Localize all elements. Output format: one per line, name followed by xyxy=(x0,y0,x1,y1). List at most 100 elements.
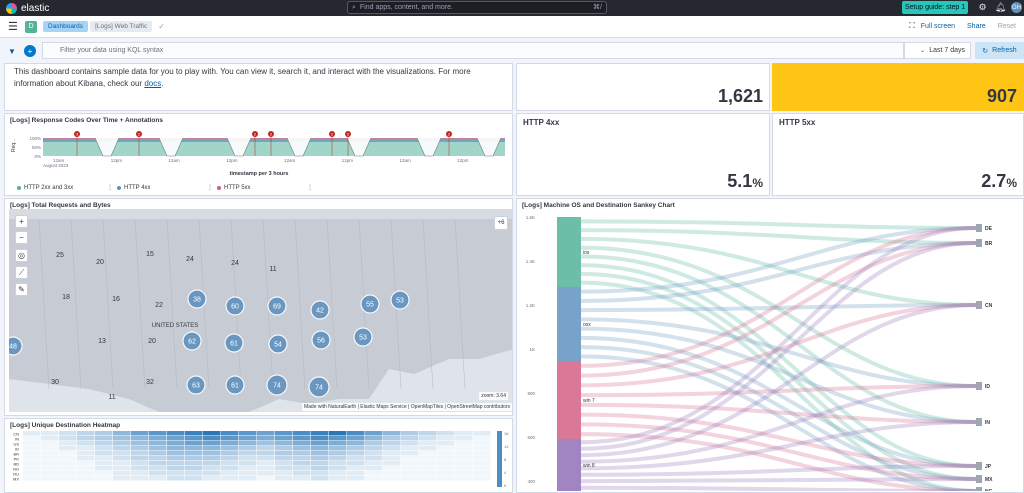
heatmap-cell[interactable] xyxy=(41,436,59,441)
heatmap-cell[interactable] xyxy=(203,431,221,436)
sankey-flow[interactable] xyxy=(580,241,977,303)
kql-query-input[interactable]: Filter your data using KQL syntax xyxy=(42,42,904,59)
notifications-icon[interactable]: 🔔︎ xyxy=(994,2,1007,12)
heatmap-cell[interactable] xyxy=(77,441,95,446)
heatmap-cell[interactable] xyxy=(257,456,275,461)
annotation-badge[interactable] xyxy=(136,131,142,137)
add-filter-button[interactable]: + xyxy=(24,45,36,57)
heatmap-cell[interactable] xyxy=(419,461,437,466)
sankey-flow[interactable] xyxy=(580,303,977,388)
heatmap-cell[interactable] xyxy=(401,471,419,476)
sankey-flow[interactable] xyxy=(580,228,977,245)
heatmap-cell[interactable] xyxy=(41,466,59,471)
heatmap-cell[interactable] xyxy=(311,431,329,436)
sankey-source-node[interactable] xyxy=(557,439,581,491)
heatmap-cell[interactable] xyxy=(221,466,239,471)
heatmap-cell[interactable] xyxy=(329,441,347,446)
more-icon[interactable]: ⋮ xyxy=(107,185,113,191)
legend-item[interactable]: HTTP 2xx and 3xx ⋮ xyxy=(17,184,117,191)
heatmap-cell[interactable] xyxy=(167,436,185,441)
sankey-flow[interactable] xyxy=(580,245,977,388)
sankey-flow[interactable] xyxy=(580,271,977,481)
heatmap-cell[interactable] xyxy=(329,466,347,471)
heatmap-cell[interactable] xyxy=(365,471,383,476)
breadcrumb-dashboards[interactable]: Dashboards xyxy=(43,21,89,32)
heatmap-cell[interactable] xyxy=(77,436,95,441)
heatmap-cell[interactable] xyxy=(257,446,275,451)
heatmap-cell[interactable] xyxy=(239,471,257,476)
heatmap-cell[interactable] xyxy=(311,451,329,456)
heatmap-cell[interactable] xyxy=(59,446,77,451)
heatmap-cell[interactable] xyxy=(77,446,95,451)
heatmap-cell[interactable] xyxy=(437,471,455,476)
heatmap-cell[interactable] xyxy=(167,431,185,436)
heatmap-cell[interactable] xyxy=(365,451,383,456)
heatmap-cell[interactable] xyxy=(437,456,455,461)
heatmap-cell[interactable] xyxy=(185,456,203,461)
heatmap-cell[interactable] xyxy=(401,436,419,441)
response-codes-chart[interactable]: Req... 100% 50% 0% 3 2 2 2 2 2 2 12am 12pm 12am 12pm 12… xyxy=(9,126,509,184)
heatmap-cell[interactable] xyxy=(113,461,131,466)
heatmap-cell[interactable] xyxy=(59,471,77,476)
heatmap-cell[interactable] xyxy=(311,461,329,466)
annotation-badge[interactable] xyxy=(252,131,258,137)
cluster-bubble[interactable] xyxy=(182,331,202,351)
user-avatar[interactable]: GH xyxy=(1011,2,1022,13)
heatmap-cell[interactable] xyxy=(311,446,329,451)
layers-button[interactable]: +6 xyxy=(494,216,508,230)
heatmap-cell[interactable] xyxy=(455,451,473,456)
heatmap-cell[interactable] xyxy=(437,476,455,481)
heatmap-cell[interactable] xyxy=(329,471,347,476)
heatmap-cell[interactable] xyxy=(473,441,491,446)
heatmap-cell[interactable] xyxy=(383,451,401,456)
heatmap-cell[interactable] xyxy=(23,471,41,476)
heatmap-cell[interactable] xyxy=(347,461,365,466)
ruler-icon[interactable]: ⟋ xyxy=(15,266,28,279)
heatmap-cell[interactable] xyxy=(131,456,149,461)
cluster-bubble[interactable] xyxy=(225,296,245,316)
annotation-badge[interactable] xyxy=(268,131,274,137)
date-picker[interactable]: ⌄ Last 7 days xyxy=(904,42,971,59)
heatmap-cell[interactable] xyxy=(401,461,419,466)
heatmap-cell[interactable] xyxy=(275,446,293,451)
heatmap-cell[interactable] xyxy=(437,451,455,456)
heatmap-cell[interactable] xyxy=(185,446,203,451)
heatmap-cell[interactable] xyxy=(275,461,293,466)
sankey-destination-node[interactable] xyxy=(976,475,982,483)
heatmap-cell[interactable] xyxy=(473,456,491,461)
heatmap-cell[interactable] xyxy=(59,431,77,436)
draw-icon[interactable]: ✎ xyxy=(15,283,28,296)
heatmap-cell[interactable] xyxy=(95,451,113,456)
sankey-destination-node[interactable] xyxy=(976,418,982,426)
annotation-badge[interactable] xyxy=(74,131,80,137)
heatmap-cell[interactable] xyxy=(419,471,437,476)
heatmap-cell[interactable] xyxy=(221,461,239,466)
sankey-flow[interactable] xyxy=(580,420,977,471)
heatmap-cell[interactable] xyxy=(329,446,347,451)
heatmap-cell[interactable] xyxy=(59,451,77,456)
heatmap-cell[interactable] xyxy=(365,446,383,451)
sankey-flow[interactable] xyxy=(580,303,977,313)
heatmap-cell[interactable] xyxy=(455,441,473,446)
heatmap-cell[interactable] xyxy=(419,446,437,451)
heatmap-cell[interactable] xyxy=(455,431,473,436)
sankey-destination-node[interactable] xyxy=(976,239,982,247)
heatmap-cell[interactable] xyxy=(473,466,491,471)
annotation-badge[interactable] xyxy=(446,131,452,137)
heatmap-cell[interactable] xyxy=(275,476,293,481)
cluster-bubble[interactable] xyxy=(187,289,207,309)
heatmap-cell[interactable] xyxy=(95,461,113,466)
heatmap-cell[interactable] xyxy=(41,451,59,456)
heatmap-cell[interactable] xyxy=(95,441,113,446)
heatmap-cell[interactable] xyxy=(203,446,221,451)
heatmap-cell[interactable] xyxy=(473,471,491,476)
heatmap-cell[interactable] xyxy=(455,476,473,481)
heatmap-cell[interactable] xyxy=(149,431,167,436)
heatmap-cell[interactable] xyxy=(401,466,419,471)
heatmap-cell[interactable] xyxy=(113,476,131,481)
heatmap-cell[interactable] xyxy=(473,461,491,466)
sankey-flow[interactable] xyxy=(580,422,977,481)
heatmap-cell[interactable] xyxy=(131,441,149,446)
sankey-flow[interactable] xyxy=(580,345,977,481)
heatmap-cell[interactable] xyxy=(365,431,383,436)
